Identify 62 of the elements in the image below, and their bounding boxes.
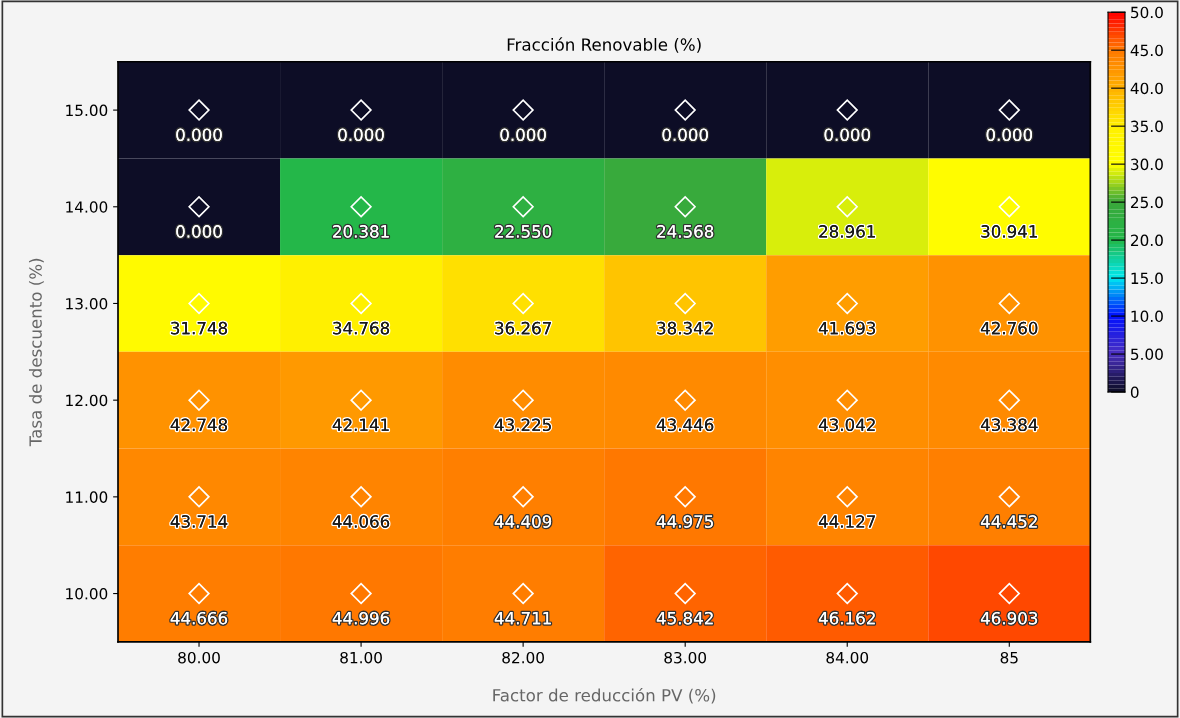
y-tick-label: 10.00 [66,588,108,600]
data-label: 42.748 [170,418,228,432]
data-label: 43.042 [818,418,875,432]
chart-title: Fracción Renovable (%) [507,37,701,53]
data-label: 42.760 [980,321,1038,335]
data-label: 42.141 [332,418,389,431]
data-label: 36.267 [495,321,551,335]
data-label: 24.568 [657,225,714,238]
data-label: 0.000 [824,128,870,142]
x-tick-label: 82.00 [502,651,544,664]
color-bar-label: 10.0 [1131,310,1163,323]
y-tick-label: 15.00 [66,104,108,117]
data-label: 31.748 [171,321,228,335]
data-label: 0.000 [176,128,222,142]
color-bar-label: 15.0 [1131,272,1163,285]
color-bar-label: 0 [1130,386,1139,399]
data-label: 44.996 [332,611,390,625]
color-bar-label: 5.00 [1131,348,1163,361]
data-label: 43.384 [980,418,1038,432]
color-bar-label: 30.0 [1131,158,1163,171]
y-tick-label: 14.00 [66,201,108,213]
data-label: 44.409 [494,515,552,528]
data-label: 43.714 [170,515,228,528]
color-bar-label: 50.0 [1131,6,1163,19]
x-tick-label: 83.00 [664,651,707,664]
data-label: 46.903 [980,611,1038,625]
color-bar-label: 35.0 [1131,120,1163,133]
data-label: 34.768 [333,321,390,335]
x-tick-label: 81.00 [340,651,382,664]
data-label: 43.225 [494,418,551,432]
data-label: 0.000 [986,128,1033,142]
x-tick-label: 84.00 [826,651,869,664]
data-label: 43.446 [656,418,714,432]
data-label: 44.666 [170,611,228,625]
color-bar-label: 40.0 [1130,82,1163,95]
data-label: 20.381 [333,225,389,238]
y-tick-label: 12.00 [66,394,108,407]
data-label: 46.162 [818,611,875,625]
data-label: 44.452 [980,515,1037,528]
data-label: 0.000 [176,225,222,238]
data-label: 44.711 [494,612,551,625]
data-label: 28.961 [819,225,875,238]
data-label: 38.342 [657,321,713,335]
data-label: 30.941 [981,225,1037,238]
x-axis-title: Factor de reducción PV (%) [493,687,716,704]
x-tick-label: 80.00 [178,651,220,664]
data-label: 41.693 [818,321,876,335]
y-tick-label: 13.00 [66,297,108,310]
color-bar-label: 25.0 [1130,196,1163,209]
data-label: 0.000 [500,128,546,142]
data-label: 44.975 [656,515,713,528]
data-label: 0.000 [662,128,708,142]
data-label: 44.066 [332,515,390,528]
y-tick-label: 11.00 [66,491,108,503]
data-label: 44.127 [818,515,875,528]
y-axis-title: Tasa de descuento (%) [28,258,44,447]
data-label: 0.000 [338,128,384,142]
x-tick-label: 85 [1000,651,1018,664]
color-bar-label: 20.0 [1130,234,1163,247]
data-label: 45.842 [656,611,713,625]
color-bar-label: 45.0 [1130,44,1163,57]
data-label: 22.550 [495,225,552,238]
